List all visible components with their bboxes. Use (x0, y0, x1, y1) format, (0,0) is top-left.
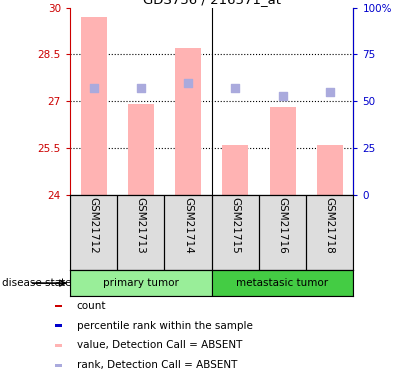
Text: metastasic tumor: metastasic tumor (236, 278, 329, 288)
Bar (70, 270, 212, 296)
Text: GSM21712: GSM21712 (88, 197, 99, 254)
Bar (175, 48, 201, 195)
Text: percentile rank within the sample: percentile rank within the sample (77, 321, 253, 331)
Bar (222, 145, 248, 195)
Bar (317, 145, 343, 195)
Bar (55, 344, 62, 347)
Text: GSM21714: GSM21714 (183, 197, 193, 254)
Point (279, 93, 286, 99)
Text: value, Detection Call = ABSENT: value, Detection Call = ABSENT (77, 340, 242, 351)
Title: GDS756 / 216571_at: GDS756 / 216571_at (143, 0, 281, 6)
Point (90, 85, 97, 91)
Text: disease state: disease state (2, 278, 72, 288)
Text: GSM21715: GSM21715 (230, 197, 240, 254)
Text: GSM21713: GSM21713 (136, 197, 146, 254)
Bar (128, 104, 154, 195)
Text: rank, Detection Call = ABSENT: rank, Detection Call = ABSENT (77, 360, 237, 370)
Bar (55, 324, 62, 327)
Point (137, 85, 144, 91)
Bar (55, 305, 62, 308)
Bar (55, 364, 62, 366)
Bar (212, 270, 353, 296)
Text: count: count (77, 301, 106, 311)
Point (232, 85, 238, 91)
Text: GSM21716: GSM21716 (277, 197, 288, 254)
Bar (270, 108, 296, 195)
Point (185, 80, 192, 86)
Point (326, 89, 333, 95)
Bar (81, 17, 106, 195)
Text: primary tumor: primary tumor (103, 278, 179, 288)
Text: GSM21718: GSM21718 (325, 197, 335, 254)
